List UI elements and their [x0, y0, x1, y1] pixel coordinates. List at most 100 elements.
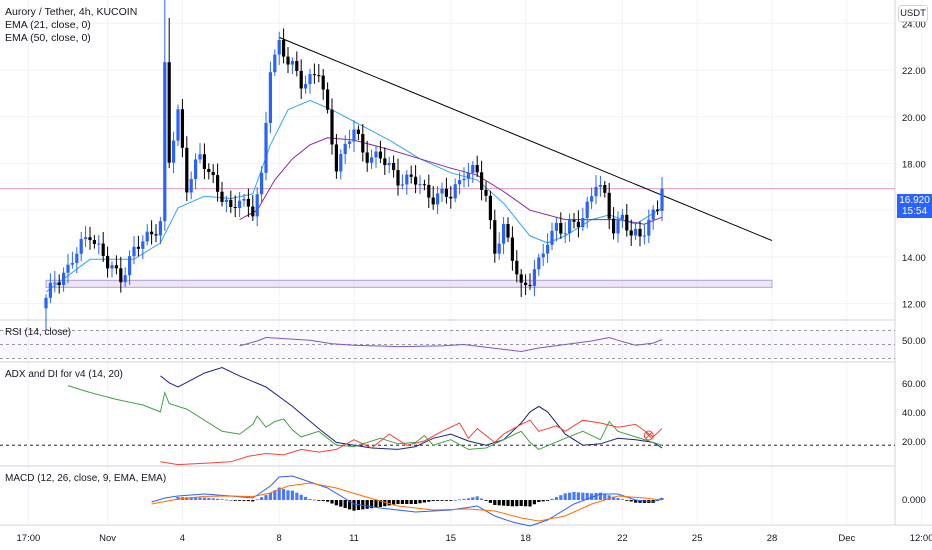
macd-histogram-bar	[282, 488, 286, 500]
macd-histogram-bar	[603, 494, 607, 500]
candles-layer[interactable]	[44, 0, 664, 331]
macd-histogram-bar	[330, 500, 334, 504]
candle-body	[629, 230, 633, 236]
macd-histogram-bar	[550, 498, 554, 500]
candle-body	[242, 198, 246, 201]
macd-histogram-bar	[524, 500, 528, 507]
candle-body	[216, 175, 220, 192]
macd-histogram-bar	[418, 500, 422, 504]
rsi-label: RSI (14, close)	[5, 327, 71, 338]
macd-histogram-bar	[581, 492, 585, 500]
candle-body	[361, 133, 365, 153]
macd-histogram-bar	[348, 500, 352, 510]
macd-histogram-bar	[374, 500, 378, 508]
adx-tick-60: 60.00	[902, 379, 926, 390]
price-tick: 22.00	[902, 66, 926, 77]
time-tick: 18	[520, 533, 531, 544]
macd-histogram-bar	[480, 498, 484, 500]
candle-body	[198, 154, 202, 160]
candle-body	[356, 129, 360, 134]
candle-body	[167, 62, 171, 163]
candle-body	[532, 269, 536, 286]
time-tick: 25	[692, 533, 703, 544]
ema21-label[interactable]: EMA (21, close, 0)	[5, 19, 91, 31]
trendline	[279, 36, 773, 242]
candle-body	[229, 199, 233, 207]
candle-body	[106, 255, 110, 269]
candle-body	[268, 72, 272, 123]
candle-body	[581, 218, 585, 228]
candle-body	[620, 214, 624, 220]
macd-histogram-bar	[559, 495, 563, 500]
candle-body	[101, 243, 105, 256]
macd-histogram-bar	[554, 497, 558, 500]
macd-histogram-bar	[616, 498, 620, 500]
candle-body	[172, 140, 176, 163]
macd-histogram-bar	[440, 500, 444, 501]
candle-body	[590, 196, 594, 202]
macd-histogram-bar	[436, 500, 440, 501]
candle-body	[264, 122, 268, 173]
candle-body	[387, 162, 391, 166]
candle-body	[409, 174, 413, 177]
macd-histogram-bar	[607, 495, 611, 500]
candle-body	[207, 168, 211, 172]
candle-body	[84, 237, 88, 240]
macd-histogram-bar	[484, 500, 488, 501]
candle-body	[141, 241, 145, 249]
candle-body	[462, 178, 466, 181]
candle-body	[57, 282, 61, 285]
candle-body	[304, 84, 308, 89]
macd-histogram-bar	[488, 500, 492, 503]
symbol-title[interactable]: Aurory / Tether, 4h, KUCOIN	[5, 6, 138, 18]
candle-body	[282, 40, 286, 57]
candle-body	[634, 228, 638, 236]
candle-body	[612, 218, 616, 234]
macd-histogram-bar	[352, 500, 356, 511]
macd-histogram-bar	[321, 500, 325, 501]
ema50-label[interactable]: EMA (50, close, 0)	[5, 32, 91, 44]
candle-body	[546, 244, 550, 254]
macd-histogram-bar	[537, 500, 541, 502]
candle-body	[194, 159, 198, 180]
candle-body	[453, 184, 457, 199]
currency-badge[interactable]: USDT	[898, 5, 928, 22]
price-tick: 24.00	[902, 19, 926, 30]
candle-body	[202, 154, 206, 169]
candle-body	[497, 243, 501, 254]
macd-histogram-bar	[620, 499, 624, 500]
adx-line	[160, 366, 663, 450]
candle-body	[436, 193, 440, 205]
candle-body	[603, 185, 607, 193]
macd-histogram-bar	[392, 500, 396, 505]
candle-body	[119, 268, 123, 283]
macd-histogram-bar	[220, 499, 224, 500]
macd-histogram-bar	[198, 497, 202, 500]
candle-body	[123, 275, 127, 283]
time-axis[interactable]: 17:00 Nov 4 8 11 15 18 22 25 28 Dec 12:00	[17, 533, 932, 544]
candle-body	[260, 172, 264, 195]
macd-histogram-bar	[202, 497, 206, 500]
macd-histogram-bar	[242, 500, 246, 501]
macd-histogram-bar	[568, 492, 572, 500]
candle-body	[616, 219, 620, 234]
macd-histogram-bar	[299, 494, 303, 500]
candle-body	[75, 253, 79, 264]
macd-histogram-bar	[427, 500, 431, 502]
candle-body	[466, 172, 470, 179]
candle-body	[326, 89, 330, 110]
candle-body	[414, 176, 418, 185]
macd-histogram-bar	[290, 490, 294, 500]
candle-body	[299, 70, 303, 89]
macd-histogram-bar	[334, 500, 338, 506]
candle-body	[585, 201, 589, 219]
candle-body	[378, 151, 382, 159]
macd-histogram-bar	[594, 493, 598, 500]
macd-histogram-bar	[625, 500, 629, 501]
candle-body	[427, 184, 431, 198]
candle-body	[374, 151, 378, 158]
macd-histogram-bar	[515, 500, 519, 507]
candle-body	[638, 228, 642, 237]
time-tick: 15	[446, 533, 457, 544]
